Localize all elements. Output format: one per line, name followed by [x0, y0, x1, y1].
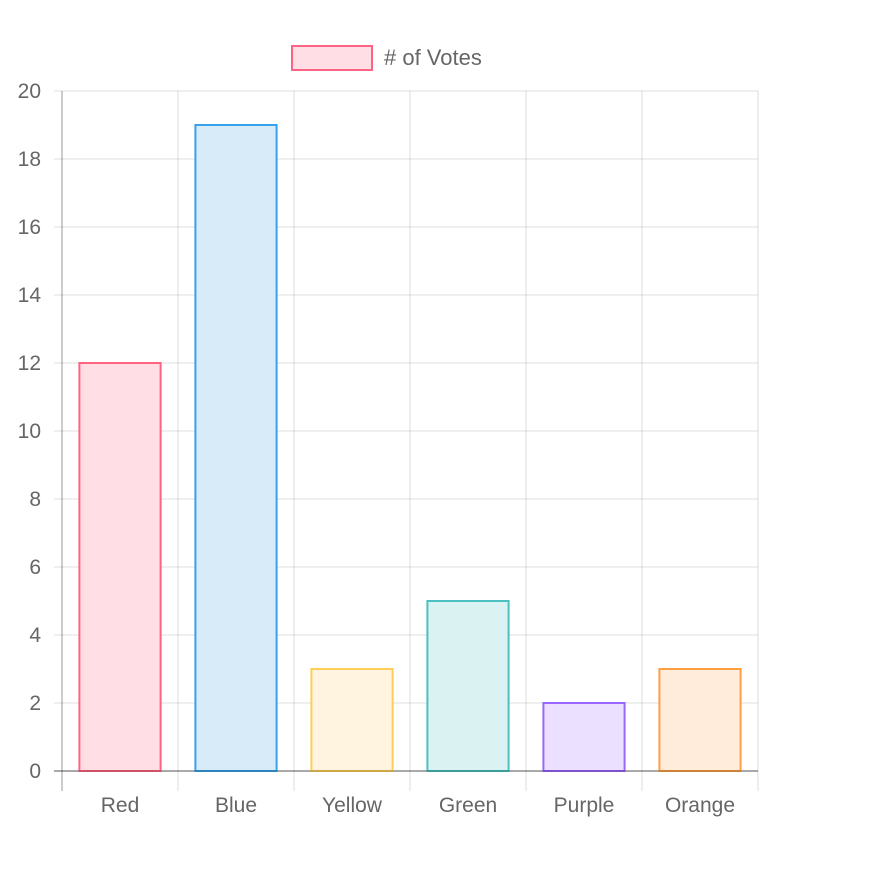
y-tick-label: 2: [29, 692, 41, 715]
bar-green: [426, 600, 510, 772]
bar-purple: [542, 702, 626, 772]
y-tick-label: 20: [18, 80, 41, 103]
bar-blue: [194, 124, 278, 772]
y-tick-label: 4: [29, 624, 41, 647]
y-tick-label: 6: [29, 556, 41, 579]
x-tick-label: Orange: [665, 794, 735, 817]
y-tick-label: 14: [18, 284, 42, 307]
legend[interactable]: # of Votes: [291, 45, 482, 71]
bar-red: [78, 362, 162, 772]
legend-label[interactable]: # of Votes: [384, 45, 482, 70]
x-tick-label: Blue: [215, 794, 257, 817]
bar-orange: [658, 668, 742, 772]
y-tick-label: 8: [29, 488, 41, 511]
bars-layer: [78, 124, 742, 772]
x-tick-label: Purple: [554, 794, 615, 817]
x-tick-label: Yellow: [322, 794, 383, 817]
bar-yellow: [310, 668, 394, 772]
y-tick-label: 16: [18, 216, 41, 239]
axes-layer: 0 2 4 6 8 10 12 14 16 18 20 Red Blue Yellow Green Purpl…: [18, 80, 758, 817]
y-tick-label: 12: [18, 352, 41, 375]
x-tick-label: Red: [101, 794, 140, 817]
x-tick-label: Green: [439, 794, 497, 817]
y-tick-label: 0: [29, 760, 41, 783]
y-tick-label: 18: [18, 148, 41, 171]
y-tick-label: 10: [18, 420, 41, 443]
legend-swatch[interactable]: [291, 45, 373, 71]
grid-layer: [54, 90, 759, 791]
